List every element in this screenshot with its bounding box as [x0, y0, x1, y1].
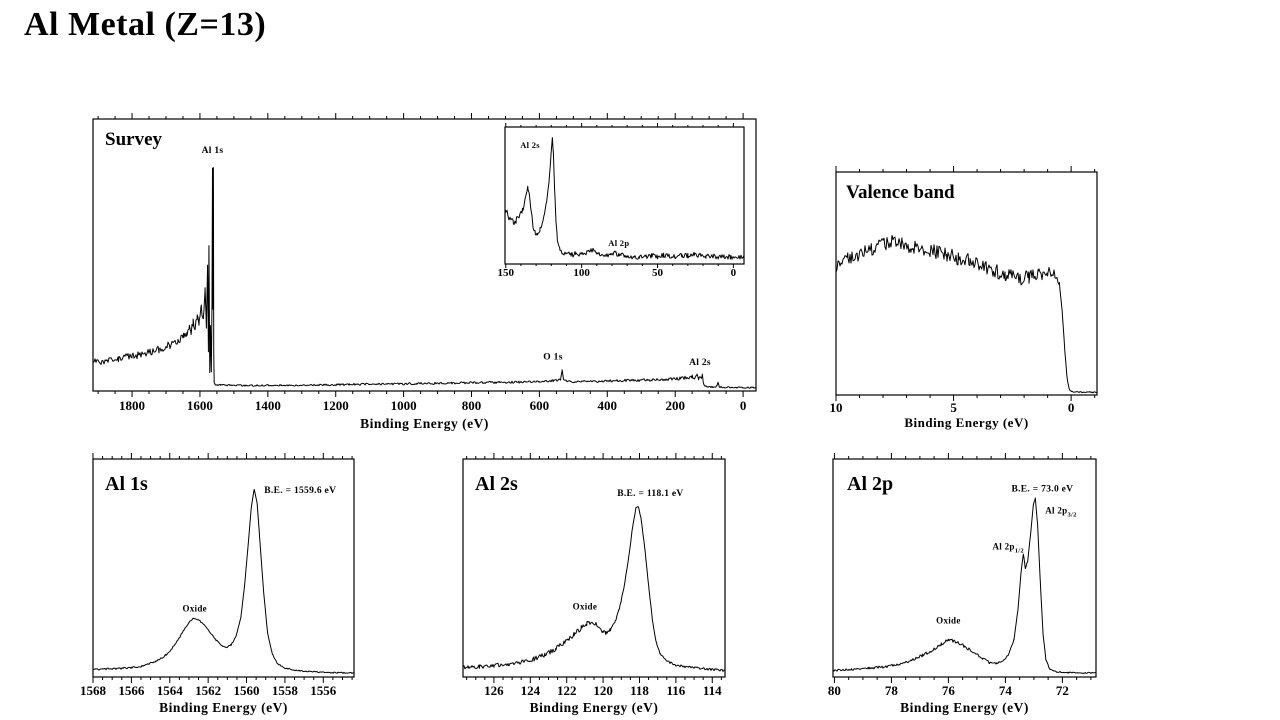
al-2s-x-tick-label: 118	[630, 683, 649, 698]
valence-band-spectrum-line	[835, 234, 1098, 394]
valence-band-plot-frame	[835, 171, 1098, 396]
al-2p-x-tick-label: 72	[1056, 683, 1069, 698]
al-2s-x-tick-label: 124	[521, 683, 541, 698]
survey-plot-frame	[92, 118, 757, 392]
survey-x-tick-label: 200	[665, 398, 685, 413]
survey-panel: 1800 1600 1400 1200 1000 800 600 400 200 0Binding…	[92, 113, 757, 431]
al-2p-spectrum-line	[832, 497, 1097, 674]
al-1s-x-tick-label: 1562	[195, 683, 221, 698]
al-2s-spectrum-line	[462, 506, 726, 672]
survey-inset-annotation-al-2p: Al 2p	[608, 238, 629, 248]
al-2p-plot-frame	[832, 458, 1097, 678]
al-2s-panel-title: Al 2s	[475, 473, 518, 495]
al-2p-annotation-oxide: Oxide	[936, 616, 961, 626]
al-1s-x-tick-label: 1560	[234, 683, 260, 698]
survey-x-tick-label: 1400	[255, 398, 281, 413]
al-2s-x-axis-label: Binding Energy (eV)	[530, 700, 659, 715]
al-1s-x-tick-label: 1564	[157, 683, 184, 698]
survey-x-tick-label: 0	[740, 398, 747, 413]
al-2p-panel-title: Al 2p	[847, 473, 893, 495]
al-1s-x-axis-label: Binding Energy (eV)	[159, 700, 288, 715]
survey-annotation-o-1s: O 1s	[543, 353, 562, 363]
valence-band-panel-title: Valence band	[846, 182, 955, 203]
al-1s-annotation-oxide: Oxide	[182, 604, 207, 614]
survey-annotation-al-2s: Al 2s	[689, 358, 711, 368]
survey-inset-x-tick-label: 0	[731, 267, 737, 279]
al-2p-x-tick-label: 74	[999, 683, 1013, 698]
al-2p-x-tick-label: 76	[942, 683, 956, 698]
survey-x-tick-label: 1800	[119, 398, 145, 413]
survey-x-tick-label: 600	[530, 398, 550, 413]
al-2s-plot-frame	[462, 458, 726, 678]
survey-x-tick-label: 1000	[391, 398, 417, 413]
al-2s-panel: 126 124 122 120 118 116 114 Binding Energy (eV)…	[462, 453, 726, 715]
survey-annotation-al-1s: Al 1s	[202, 146, 224, 156]
survey-x-tick-label: 1200	[323, 398, 349, 413]
al-2s-x-tick-label: 114	[703, 683, 722, 698]
survey-inset-x-tick-label: 100	[573, 267, 590, 279]
valence-band-x-tick-label: 10	[830, 400, 843, 415]
al-1s-x-tick-label: 1566	[118, 683, 145, 698]
survey-inset-spectrum-line	[504, 137, 745, 260]
survey-x-tick-label: 400	[598, 398, 618, 413]
survey-inset-x-tick-label: 150	[498, 267, 515, 279]
al-2p-annotation-al-2p: Al 2p3/2	[1045, 506, 1076, 519]
survey-x-axis-label: Binding Energy (eV)	[360, 416, 489, 431]
al-2s-x-tick-label: 122	[557, 683, 577, 698]
al-1s-annotation-b-e-1559-6-ev: B.E. = 1559.6 eV	[264, 486, 336, 496]
survey-inset-plot-frame	[504, 126, 745, 265]
valence-band-x-axis-label: Binding Energy (eV)	[904, 415, 1028, 430]
al-2p-panel: 80 78 76 74 72 Binding Energy (eV) Al 2p B.E. =…	[828, 453, 1097, 715]
page-title: Al Metal (Z=13)	[24, 6, 267, 43]
al-1s-panel-title: Al 1s	[105, 473, 148, 495]
survey-inset-x-tick-label: 50	[652, 267, 664, 279]
survey-inset-annotation-al-2s: Al 2s	[520, 140, 540, 150]
survey-panel-title: Survey	[105, 129, 163, 150]
al-2s-x-tick-label: 120	[593, 683, 613, 698]
survey-inset-panel: 150 100 50 0 Al 2s Al 2p	[498, 123, 745, 279]
survey-x-tick-label: 800	[462, 398, 482, 413]
valence-band-panel: 10 5 0 Binding Energy (eV) Valence band	[830, 166, 1098, 430]
al-1s-plot-frame	[92, 458, 355, 678]
al-2s-x-tick-label: 126	[484, 683, 504, 698]
al-1s-panel: 1568 1566 1564 1562 1560 1558 1556 Binding Ener…	[80, 453, 355, 715]
al-2p-annotation-al-2p: Al 2p1/2	[992, 541, 1023, 554]
al-2s-annotation-b-e-118-1-ev: B.E. = 118.1 eV	[617, 489, 683, 499]
al-2p-x-axis-label: Binding Energy (eV)	[900, 700, 1029, 715]
al-2s-x-tick-label: 116	[666, 683, 685, 698]
al-1s-x-tick-label: 1568	[80, 683, 107, 698]
al-1s-x-tick-label: 1556	[310, 683, 337, 698]
al-2p-annotation-b-e-73-0-ev: B.E. = 73.0 eV	[1011, 485, 1073, 495]
valence-band-x-tick-label: 0	[1068, 400, 1075, 415]
al-2p-x-tick-label: 78	[885, 683, 899, 698]
survey-x-tick-label: 1600	[187, 398, 213, 413]
survey-spectrum-line	[92, 167, 757, 389]
al-2s-annotation-oxide: Oxide	[573, 601, 598, 611]
al-1s-spectrum-line	[92, 488, 355, 674]
al-1s-x-tick-label: 1558	[272, 683, 299, 698]
al-2p-x-tick-label: 80	[828, 683, 841, 698]
valence-band-x-tick-label: 5	[950, 400, 957, 415]
